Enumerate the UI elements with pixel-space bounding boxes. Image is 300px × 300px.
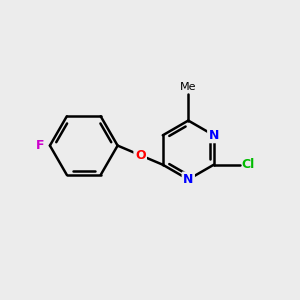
Text: O: O [135, 149, 146, 162]
Text: N: N [208, 129, 219, 142]
Text: Cl: Cl [242, 158, 255, 171]
Text: N: N [183, 173, 194, 186]
Text: Me: Me [180, 82, 196, 92]
Text: F: F [36, 139, 45, 152]
